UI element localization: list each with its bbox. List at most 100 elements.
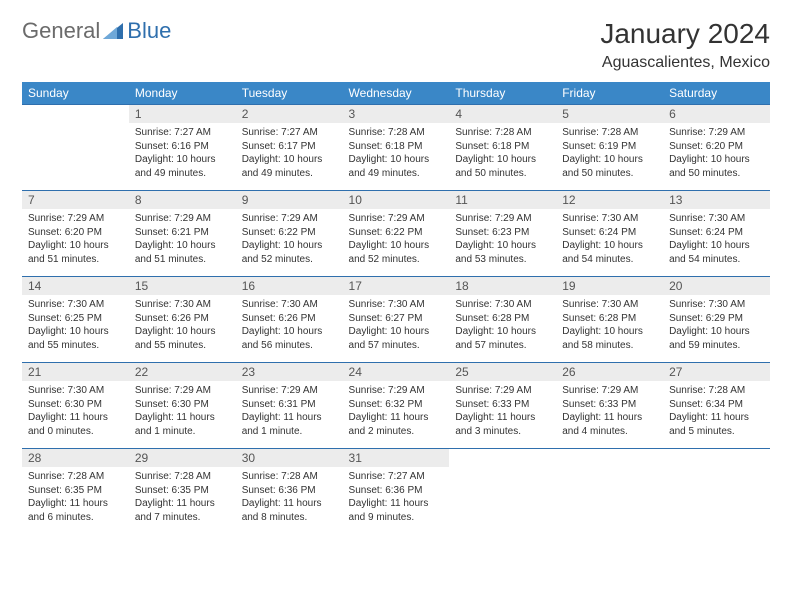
calendar-day-cell: 30Sunrise: 7:28 AMSunset: 6:36 PMDayligh… <box>236 449 343 535</box>
day-number: 1 <box>129 105 236 123</box>
daylight-text: Daylight: 10 hours and 56 minutes. <box>242 325 337 352</box>
daylight-text: Daylight: 11 hours and 0 minutes. <box>28 411 123 438</box>
calendar-week-row: 14Sunrise: 7:30 AMSunset: 6:25 PMDayligh… <box>22 277 770 363</box>
sunrise-text: Sunrise: 7:30 AM <box>455 298 550 312</box>
daylight-text: Daylight: 11 hours and 3 minutes. <box>455 411 550 438</box>
day-number: 27 <box>663 363 770 381</box>
sunset-text: Sunset: 6:19 PM <box>562 140 657 154</box>
sunset-text: Sunset: 6:16 PM <box>135 140 230 154</box>
day-header: Thursday <box>449 82 556 105</box>
month-title: January 2024 <box>600 18 770 50</box>
calendar-day-cell <box>449 449 556 535</box>
sunset-text: Sunset: 6:30 PM <box>28 398 123 412</box>
daylight-text: Daylight: 11 hours and 7 minutes. <box>135 497 230 524</box>
daylight-text: Daylight: 10 hours and 53 minutes. <box>455 239 550 266</box>
location-text: Aguascalientes, Mexico <box>600 54 770 72</box>
daylight-text: Daylight: 10 hours and 49 minutes. <box>242 153 337 180</box>
daylight-text: Daylight: 11 hours and 2 minutes. <box>349 411 444 438</box>
calendar-day-cell: 16Sunrise: 7:30 AMSunset: 6:26 PMDayligh… <box>236 277 343 363</box>
day-number: 13 <box>663 191 770 209</box>
sunrise-text: Sunrise: 7:27 AM <box>242 126 337 140</box>
sunset-text: Sunset: 6:23 PM <box>455 226 550 240</box>
day-details: Sunrise: 7:29 AMSunset: 6:21 PMDaylight:… <box>129 209 236 270</box>
daylight-text: Daylight: 10 hours and 49 minutes. <box>349 153 444 180</box>
calendar-day-cell <box>663 449 770 535</box>
day-details: Sunrise: 7:29 AMSunset: 6:22 PMDaylight:… <box>236 209 343 270</box>
sunset-text: Sunset: 6:31 PM <box>242 398 337 412</box>
sunset-text: Sunset: 6:18 PM <box>455 140 550 154</box>
calendar-day-cell: 20Sunrise: 7:30 AMSunset: 6:29 PMDayligh… <box>663 277 770 363</box>
sunset-text: Sunset: 6:36 PM <box>349 484 444 498</box>
day-number: 22 <box>129 363 236 381</box>
sunrise-text: Sunrise: 7:30 AM <box>562 298 657 312</box>
calendar-day-cell: 10Sunrise: 7:29 AMSunset: 6:22 PMDayligh… <box>343 191 450 277</box>
daylight-text: Daylight: 10 hours and 50 minutes. <box>669 153 764 180</box>
sunset-text: Sunset: 6:33 PM <box>455 398 550 412</box>
sunrise-text: Sunrise: 7:28 AM <box>562 126 657 140</box>
sunrise-text: Sunrise: 7:27 AM <box>349 470 444 484</box>
day-number: 7 <box>22 191 129 209</box>
day-number: 15 <box>129 277 236 295</box>
calendar-day-cell: 25Sunrise: 7:29 AMSunset: 6:33 PMDayligh… <box>449 363 556 449</box>
logo-text-general: General <box>22 18 100 44</box>
day-details: Sunrise: 7:28 AMSunset: 6:34 PMDaylight:… <box>663 381 770 442</box>
daylight-text: Daylight: 11 hours and 9 minutes. <box>349 497 444 524</box>
day-number: 19 <box>556 277 663 295</box>
day-details: Sunrise: 7:29 AMSunset: 6:32 PMDaylight:… <box>343 381 450 442</box>
day-header-row: Sunday Monday Tuesday Wednesday Thursday… <box>22 82 770 105</box>
sunrise-text: Sunrise: 7:29 AM <box>242 384 337 398</box>
day-number: 28 <box>22 449 129 467</box>
day-details: Sunrise: 7:30 AMSunset: 6:27 PMDaylight:… <box>343 295 450 356</box>
sunset-text: Sunset: 6:17 PM <box>242 140 337 154</box>
sunrise-text: Sunrise: 7:30 AM <box>562 212 657 226</box>
sunset-text: Sunset: 6:25 PM <box>28 312 123 326</box>
calendar-table: Sunday Monday Tuesday Wednesday Thursday… <box>22 82 770 535</box>
day-header: Saturday <box>663 82 770 105</box>
calendar-week-row: 21Sunrise: 7:30 AMSunset: 6:30 PMDayligh… <box>22 363 770 449</box>
daylight-text: Daylight: 10 hours and 49 minutes. <box>135 153 230 180</box>
calendar-day-cell: 1 Sunrise: 7:27 AMSunset: 6:16 PMDaylight… <box>129 105 236 191</box>
calendar-day-cell: 2Sunrise: 7:27 AMSunset: 6:17 PMDaylight… <box>236 105 343 191</box>
day-number: 9 <box>236 191 343 209</box>
day-number: 10 <box>343 191 450 209</box>
sunrise-text: Sunrise: 7:29 AM <box>669 126 764 140</box>
day-number: 20 <box>663 277 770 295</box>
sunrise-text: Sunrise: 7:30 AM <box>669 298 764 312</box>
sunset-text: Sunset: 6:24 PM <box>562 226 657 240</box>
day-details: Sunrise: 7:28 AMSunset: 6:35 PMDaylight:… <box>129 467 236 528</box>
sunrise-text: Sunrise: 7:28 AM <box>135 470 230 484</box>
daylight-text: Daylight: 10 hours and 55 minutes. <box>135 325 230 352</box>
day-details: Sunrise: 7:29 AMSunset: 6:33 PMDaylight:… <box>556 381 663 442</box>
sunset-text: Sunset: 6:29 PM <box>669 312 764 326</box>
daylight-text: Daylight: 10 hours and 55 minutes. <box>28 325 123 352</box>
day-details: Sunrise: 7:28 AMSunset: 6:18 PMDaylight:… <box>343 123 450 184</box>
sunrise-text: Sunrise: 7:30 AM <box>349 298 444 312</box>
title-block: January 2024 Aguascalientes, Mexico <box>600 18 770 72</box>
header: General Blue January 2024 Aguascalientes… <box>22 18 770 72</box>
day-details: Sunrise: 7:27 AMSunset: 6:36 PMDaylight:… <box>343 467 450 528</box>
day-number: 17 <box>343 277 450 295</box>
sunrise-text: Sunrise: 7:30 AM <box>28 384 123 398</box>
sunrise-text: Sunrise: 7:30 AM <box>242 298 337 312</box>
daylight-text: Daylight: 10 hours and 50 minutes. <box>455 153 550 180</box>
day-details: Sunrise: 7:29 AMSunset: 6:22 PMDaylight:… <box>343 209 450 270</box>
daylight-text: Daylight: 11 hours and 1 minute. <box>135 411 230 438</box>
sunrise-text: Sunrise: 7:27 AM <box>135 126 230 140</box>
sunset-text: Sunset: 6:34 PM <box>669 398 764 412</box>
sunset-text: Sunset: 6:35 PM <box>28 484 123 498</box>
sunset-text: Sunset: 6:28 PM <box>562 312 657 326</box>
day-details: Sunrise: 7:29 AMSunset: 6:23 PMDaylight:… <box>449 209 556 270</box>
sunset-text: Sunset: 6:24 PM <box>669 226 764 240</box>
sunrise-text: Sunrise: 7:29 AM <box>135 384 230 398</box>
calendar-week-row: 28Sunrise: 7:28 AMSunset: 6:35 PMDayligh… <box>22 449 770 535</box>
day-number: 4 <box>449 105 556 123</box>
sunrise-text: Sunrise: 7:29 AM <box>135 212 230 226</box>
day-details: Sunrise: 7:30 AMSunset: 6:28 PMDaylight:… <box>449 295 556 356</box>
calendar-day-cell: 23Sunrise: 7:29 AMSunset: 6:31 PMDayligh… <box>236 363 343 449</box>
day-details: Sunrise: 7:28 AMSunset: 6:35 PMDaylight:… <box>22 467 129 528</box>
calendar-day-cell: 15Sunrise: 7:30 AMSunset: 6:26 PMDayligh… <box>129 277 236 363</box>
sunset-text: Sunset: 6:32 PM <box>349 398 444 412</box>
calendar-day-cell: 31Sunrise: 7:27 AMSunset: 6:36 PMDayligh… <box>343 449 450 535</box>
day-number <box>22 105 129 109</box>
daylight-text: Daylight: 11 hours and 5 minutes. <box>669 411 764 438</box>
